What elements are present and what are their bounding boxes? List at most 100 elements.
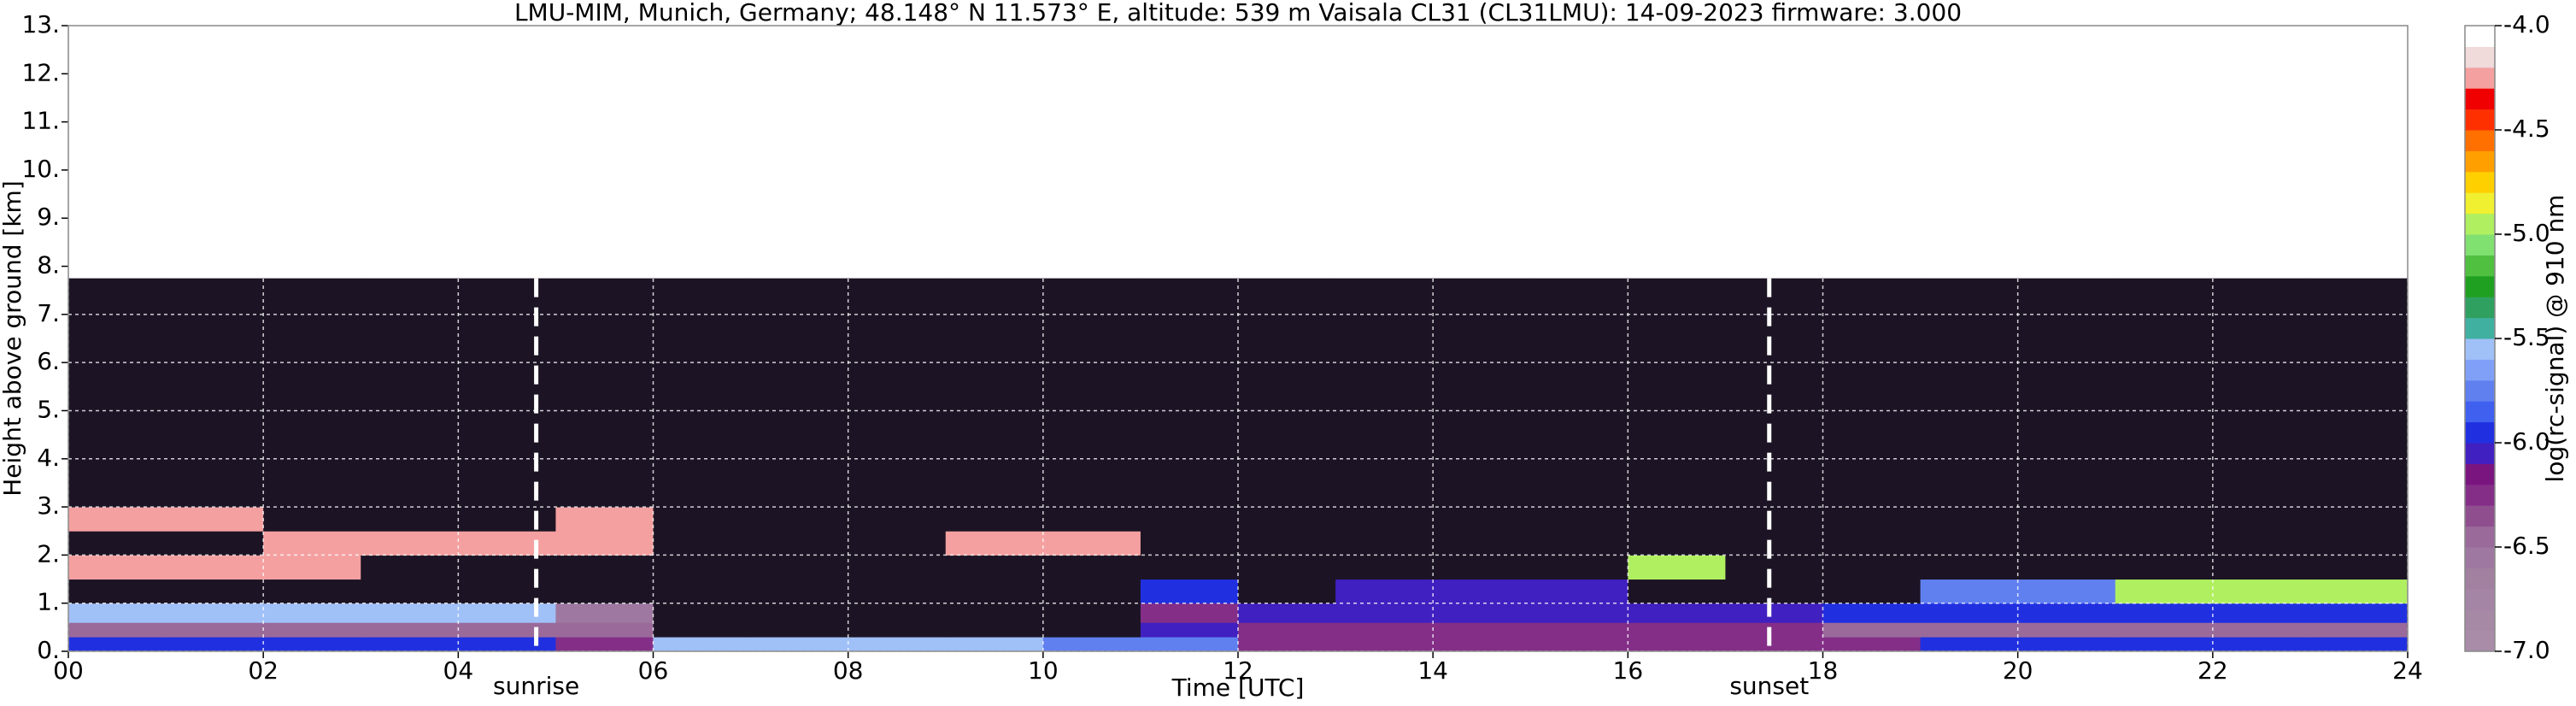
heatmap-cell: [1920, 637, 2019, 652]
y-tick-label: 13.: [21, 10, 60, 38]
heatmap-cell: [1335, 622, 1434, 638]
chart-title: LMU-MIM, Munich, Germany; 48.148° N 11.5…: [514, 0, 1962, 26]
heatmap-cell: [1140, 579, 1239, 604]
heatmap-cell: [1725, 637, 1823, 652]
colorbar-bin: [2465, 275, 2495, 297]
heatmap-cell: [555, 555, 654, 580]
heatmap-cell: [848, 579, 947, 604]
heatmap-cell: [1530, 278, 1628, 508]
heatmap-cell: [750, 579, 849, 604]
heatmap-cell: [1725, 555, 1823, 580]
y-tick-label: 2.: [37, 539, 60, 568]
y-tick-label: 10.: [21, 155, 60, 183]
colorbar-bin: [2465, 317, 2495, 339]
colorbar-bin: [2465, 421, 2495, 444]
heatmap-cell: [2309, 531, 2409, 556]
heatmap-cell: [361, 531, 459, 556]
heatmap-cell: [1140, 555, 1239, 580]
heatmap-cell: [848, 637, 947, 652]
heatmap-cell: [361, 637, 459, 652]
colorbar-tick-label: -4.0: [2503, 10, 2550, 38]
x-tick-label: 24: [2392, 656, 2423, 685]
colorbar-bin: [2465, 568, 2495, 590]
heatmap-cell: [1725, 603, 1823, 623]
x-axis-label: Time [UTC]: [1171, 674, 1305, 702]
heatmap-cell: [2115, 622, 2214, 638]
heatmap-cell: [555, 603, 654, 623]
heatmap-cell: [263, 531, 361, 556]
heatmap-cell: [458, 579, 556, 604]
heatmap-cell: [2017, 637, 2116, 652]
heatmap-cell: [1725, 278, 1823, 508]
heatmap-cell: [263, 507, 361, 532]
colorbar-bin: [2465, 171, 2495, 193]
heatmap-cell: [1238, 603, 1336, 623]
heatmap-cell: [2115, 278, 2214, 508]
heatmap-cell: [1628, 603, 1726, 623]
heatmap-cell: [1335, 603, 1434, 623]
heatmap-cell: [2212, 555, 2311, 580]
heatmap-cell: [166, 507, 264, 532]
heatmap-cell: [2017, 622, 2116, 638]
heatmap-cell: [945, 507, 1044, 532]
heatmap-cell: [1042, 507, 1141, 532]
heatmap-cell: [1238, 637, 1336, 652]
colorbar-bin: [2465, 463, 2495, 485]
colorbar-tick-label: -5.5: [2503, 323, 2550, 351]
heatmap-cell: [68, 622, 167, 638]
colorbar-tick-label: -6.5: [2503, 532, 2550, 560]
heatmap-cell: [458, 531, 556, 556]
y-tick-label: 3.: [37, 491, 60, 520]
heatmap-cell: [1433, 278, 1531, 508]
heatmap-cell: [458, 637, 556, 652]
colorbar-bin: [2465, 255, 2495, 277]
heatmap-cell: [555, 531, 654, 556]
heatmap-cell: [2017, 278, 2116, 508]
heatmap-cell: [653, 531, 752, 556]
heatmap-cell: [361, 507, 459, 532]
colorbar-tick-label: -7.0: [2503, 636, 2550, 664]
heatmap-cell: [1042, 603, 1141, 623]
colorbar-bin: [2465, 150, 2495, 173]
heatmap-cell: [2212, 507, 2311, 532]
heatmap-cell: [68, 507, 167, 532]
heatmap-cell: [555, 622, 654, 638]
heatmap-cell: [555, 278, 654, 508]
heatmap-cell: [2115, 603, 2214, 623]
colorbar-bin: [2465, 588, 2495, 610]
heatmap-cell: [1920, 603, 2019, 623]
heatmap-cell: [2309, 579, 2409, 604]
heatmap-cell: [2309, 622, 2409, 638]
y-tick-label: 8.: [37, 251, 60, 279]
heatmap-cell: [945, 531, 1044, 556]
heatmap-cell: [1628, 622, 1726, 638]
annotation-label: sunrise: [493, 672, 579, 700]
colorbar-bin: [2465, 234, 2495, 256]
colorbar-bin: [2465, 609, 2495, 632]
heatmap-cell: [2115, 637, 2214, 652]
x-tick-label: 08: [833, 656, 864, 685]
heatmap-cell: [263, 603, 361, 623]
y-axis-label: Height above ground [km]: [0, 180, 26, 497]
heatmap-cell: [1822, 507, 1922, 532]
y-tick-label: 7.: [37, 299, 60, 327]
heatmap-cell: [1140, 531, 1239, 556]
heatmap-cell: [1725, 507, 1823, 532]
heatmap-cell: [1725, 579, 1823, 604]
heatmap-cell: [1628, 579, 1726, 604]
y-tick-label: 12.: [21, 58, 60, 86]
heatmap-cell: [653, 579, 752, 604]
x-tick-label: 18: [1808, 656, 1839, 685]
colorbar-bin: [2465, 192, 2495, 215]
heatmap-cell: [653, 603, 752, 623]
heatmap-cell: [1433, 637, 1531, 652]
heatmap-cell: [263, 622, 361, 638]
heatmap-cell: [166, 278, 264, 508]
heatmap-cell: [1530, 555, 1628, 580]
heatmap-cell: [1238, 531, 1336, 556]
heatmap-cell: [2115, 555, 2214, 580]
heatmap-cell: [1822, 603, 1922, 623]
heatmap-cell: [653, 555, 752, 580]
heatmap-cell: [848, 507, 947, 532]
heatmap-cell: [1335, 531, 1434, 556]
